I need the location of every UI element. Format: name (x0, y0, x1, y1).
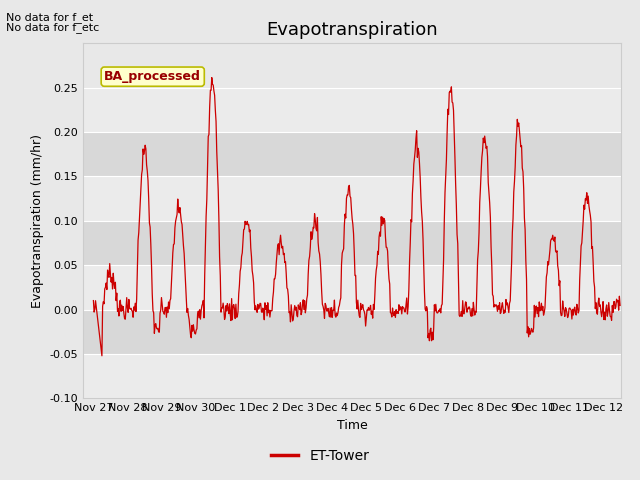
Text: No data for f_et: No data for f_et (6, 12, 93, 23)
Bar (83, 265, 621, 310)
Bar (83, 87, 621, 132)
Bar (83, 354, 621, 398)
Bar (83, 176, 621, 221)
Y-axis label: Evapotranspiration (mm/hr): Evapotranspiration (mm/hr) (31, 134, 44, 308)
Title: Evapotranspiration: Evapotranspiration (266, 21, 438, 39)
Text: No data for f_etc: No data for f_etc (6, 22, 100, 33)
Text: BA_processed: BA_processed (104, 70, 201, 83)
Legend: ET-Tower: ET-Tower (265, 443, 375, 468)
X-axis label: Time: Time (337, 419, 367, 432)
Bar (83, 221, 621, 265)
Bar (83, 132, 621, 176)
Bar (83, 310, 621, 354)
